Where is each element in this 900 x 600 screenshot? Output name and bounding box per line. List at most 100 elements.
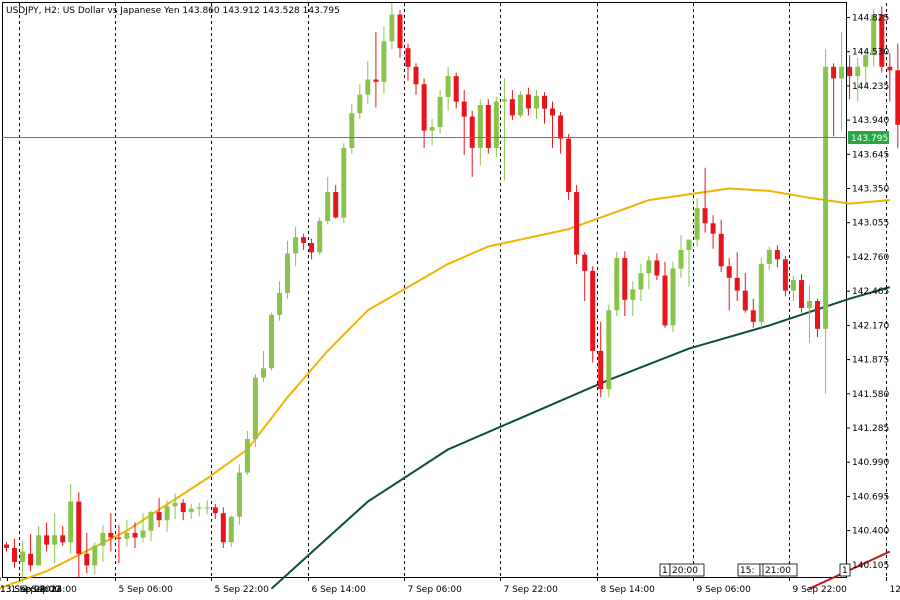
candle-body [244,439,250,473]
time-marker-text: 15: [740,566,754,576]
candle [542,92,547,124]
candle [614,252,620,317]
candle-body [293,237,299,254]
candle-body [381,41,387,82]
candle [453,72,459,109]
candle-body [68,501,74,543]
time-marker-text: 20:00 [672,566,698,576]
candle-body [132,532,138,538]
candle [750,298,756,328]
candle-body [12,548,17,562]
price-tick-label: 140.695 [852,492,889,502]
candle [799,274,804,313]
candle [236,464,242,525]
candle [212,503,218,519]
candle-body [437,96,443,127]
candle-body [638,273,644,290]
candle-body [887,66,893,71]
chart-frame [2,2,847,578]
candle-body [654,260,660,276]
candle [188,503,194,519]
candle-body [116,537,122,539]
candle [437,90,443,134]
time-tick-label: 9 Sep 22:00 [793,585,848,595]
candle-body [140,530,146,538]
candle-body [839,66,845,79]
candle-body [823,66,829,329]
candle-body [863,55,869,67]
candle-body [630,289,636,300]
candle-body [790,280,796,291]
candle [365,61,371,104]
candle [839,32,845,131]
moving-averages [0,187,891,590]
candle [228,515,234,547]
candle [148,510,154,542]
price-tick-label: 144.825 [852,14,889,24]
candle [421,78,427,148]
time-marker-text: 21:00 [765,566,791,576]
price-axis[interactable]: 144.825 144.530 144.235 143.940 143.645 143.3… [846,14,889,571]
candle-body [742,290,748,311]
candle [501,78,507,181]
candle-body [28,553,34,566]
candle-body [52,535,58,545]
candle [582,252,588,301]
candle-body [831,66,837,79]
candle [477,99,483,166]
candle-body [277,292,282,315]
candle [815,298,820,337]
candle-body [156,512,162,521]
candle [36,526,42,566]
candle [823,49,829,394]
candle-body [164,506,170,521]
candle [357,84,363,119]
candle-body [847,66,853,77]
candle-body [582,254,588,271]
candle-body [485,105,491,148]
candle [517,91,523,118]
time-marker-box [762,563,798,577]
candle [469,110,475,177]
candle [52,513,58,564]
candle [509,90,515,121]
candle-body [220,513,226,543]
candle-body [606,310,612,390]
candle [774,245,780,268]
candle [678,234,684,278]
price-tick-label: 141.875 [852,356,889,366]
candle-body [365,79,371,95]
price-tick-label: 143.645 [852,150,889,160]
candle-body [269,314,274,369]
candle [429,119,435,146]
candle [252,374,258,448]
time-tick-label: 1 Sep 2022 [11,585,62,595]
candle-body [429,127,435,131]
candle-body [678,250,684,269]
candle-body [758,263,764,322]
candle-body [550,108,555,116]
candle-body [493,101,499,148]
candle [140,513,146,543]
candle-body [774,250,780,260]
candle [4,542,9,552]
candle [196,502,202,517]
candle [124,520,130,547]
candle-body [686,239,692,250]
candle-body [469,116,475,148]
candle [782,255,788,297]
candle-body [421,84,427,131]
candle [164,500,170,532]
price-tick-label: 140.400 [852,527,889,537]
candle [301,233,307,250]
candle [525,87,531,116]
time-tick-label: 2 Sep 14:00 [23,585,78,595]
candles [4,3,900,583]
candle [606,304,612,398]
candle-body [807,301,812,308]
candle-body [317,221,323,253]
candle-body [252,377,258,439]
